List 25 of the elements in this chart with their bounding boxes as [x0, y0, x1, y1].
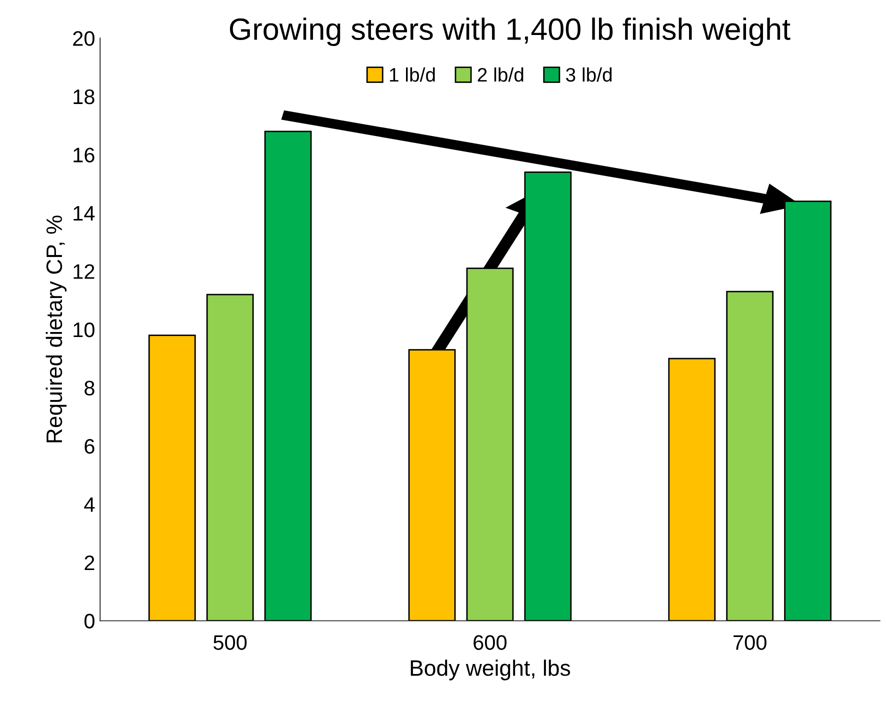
bar	[148, 334, 196, 621]
y-axis-title: Required dietary CP, %	[46, 216, 67, 442]
legend-label: 1 lb/d	[390, 67, 435, 82]
chart-title: Growing steers with 1,400 lb finish weight	[230, 18, 790, 46]
legend-label: 2 lb/d	[478, 67, 524, 82]
y-tick-label: 6	[84, 438, 94, 454]
y-tick-label: 20	[73, 31, 94, 46]
x-axis-title: Body weight, lbs	[410, 660, 570, 680]
y-tick-label: 16	[74, 148, 94, 162]
y-tick-label: 10	[74, 322, 94, 338]
x-tick-label: 700	[734, 635, 766, 650]
bar	[726, 290, 774, 621]
legend-label: 3 lb/d	[566, 67, 612, 82]
bar	[668, 358, 716, 621]
bar	[206, 294, 254, 621]
y-tick-label: 14	[74, 206, 95, 220]
x-tick-label: 500	[214, 635, 247, 650]
y-tick-label: 2	[84, 555, 94, 570]
y-tick-label: 4	[84, 497, 95, 512]
y-tick-label: 8	[84, 380, 94, 396]
y-tick-label: 0	[84, 614, 94, 628]
bar	[264, 130, 312, 621]
y-tick-label: 12	[74, 264, 94, 279]
x-tick-label: 600	[474, 635, 507, 650]
y-tick-label: 18	[74, 89, 94, 104]
